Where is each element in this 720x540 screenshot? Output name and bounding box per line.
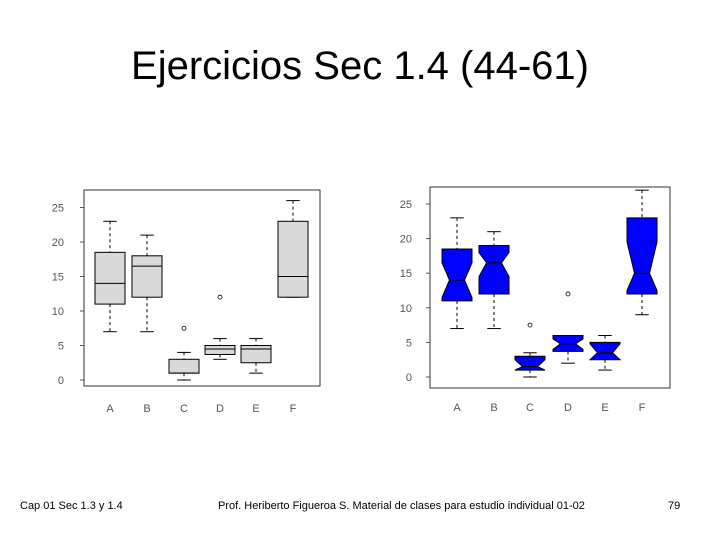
box-body <box>131 255 163 298</box>
x-tick-label: B <box>490 402 497 414</box>
outlier-point <box>527 322 533 328</box>
box-e <box>240 338 272 374</box>
x-tick-label: F <box>290 403 297 415</box>
box-f <box>277 200 309 298</box>
y-tick-label: 20 <box>52 237 64 249</box>
box-d <box>552 291 584 364</box>
y-tick-label: 15 <box>52 272 64 284</box>
x-tick-label: A <box>106 403 114 415</box>
y-tick-label: 5 <box>406 337 412 349</box>
box-body <box>441 248 473 302</box>
box-d <box>204 294 236 360</box>
box-c <box>168 325 200 381</box>
x-tick-label: D <box>216 403 224 415</box>
x-tick-label: C <box>526 402 534 414</box>
x-tick-label: F <box>639 402 646 414</box>
y-tick-label: 0 <box>406 372 412 384</box>
box-body <box>240 345 272 364</box>
box-f <box>626 189 658 316</box>
box-a <box>94 220 126 333</box>
y-tick-label: 20 <box>400 234 412 246</box>
y-tick-label: 10 <box>400 303 412 315</box>
box-e <box>588 334 622 371</box>
footer-page-number: 79 <box>668 500 681 512</box>
page-title: Ejercicios Sec 1.4 (44-61) <box>131 44 589 88</box>
x-tick-label: E <box>601 402 608 414</box>
footer-author: Prof. Heriberto Figueroa S. Material de … <box>218 500 585 512</box>
plot-frame <box>429 186 671 389</box>
x-tick-label: A <box>453 402 461 414</box>
y-tick-label: 5 <box>58 341 64 353</box>
box-body <box>626 217 658 295</box>
box-body <box>588 341 622 361</box>
x-tick-label: E <box>252 403 259 415</box>
box-body <box>277 220 309 298</box>
outlier-point <box>181 325 187 331</box>
x-tick-label: C <box>180 403 188 415</box>
box-body <box>94 251 126 305</box>
y-tick-label: 25 <box>400 199 412 211</box>
box-a <box>441 217 473 330</box>
box-b <box>131 234 163 333</box>
y-tick-label: 15 <box>400 268 412 280</box>
y-tick-label: 10 <box>52 306 64 318</box>
box-body <box>204 345 236 355</box>
box-body <box>478 245 510 295</box>
outlier-point <box>565 291 571 297</box>
x-tick-label: B <box>143 403 150 415</box>
outlier-point <box>217 294 223 300</box>
footer-chapter: Cap 01 Sec 1.3 y 1.4 <box>20 500 123 512</box>
plot-frame <box>83 189 321 387</box>
box-b <box>478 231 510 330</box>
x-tick-label: D <box>564 402 572 414</box>
box-body <box>514 355 546 371</box>
y-tick-label: 25 <box>52 203 64 215</box>
y-tick-label: 0 <box>58 375 64 387</box>
box-c <box>514 322 546 378</box>
